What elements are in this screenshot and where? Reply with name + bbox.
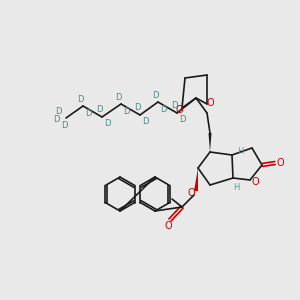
Text: D: D — [61, 122, 67, 130]
Text: D: D — [85, 109, 91, 118]
Text: O: O — [187, 188, 195, 198]
Text: D: D — [77, 94, 83, 103]
Text: D: D — [96, 106, 102, 115]
Text: H: H — [233, 182, 239, 191]
Text: D: D — [171, 101, 177, 110]
Text: O: O — [206, 98, 214, 108]
Text: D: D — [53, 116, 59, 124]
Text: O: O — [276, 158, 284, 168]
Text: O: O — [175, 105, 183, 115]
Polygon shape — [194, 168, 198, 191]
Text: D: D — [55, 107, 61, 116]
Text: D: D — [134, 103, 140, 112]
Text: D: D — [104, 119, 110, 128]
Text: D: D — [142, 118, 148, 127]
Text: D: D — [115, 92, 121, 101]
Polygon shape — [208, 133, 211, 152]
Text: D: D — [160, 104, 166, 113]
Text: H: H — [237, 146, 243, 155]
Text: D: D — [123, 106, 129, 116]
Text: D: D — [152, 91, 158, 100]
Text: O: O — [164, 221, 172, 231]
Text: D: D — [179, 116, 185, 124]
Text: O: O — [251, 177, 259, 187]
